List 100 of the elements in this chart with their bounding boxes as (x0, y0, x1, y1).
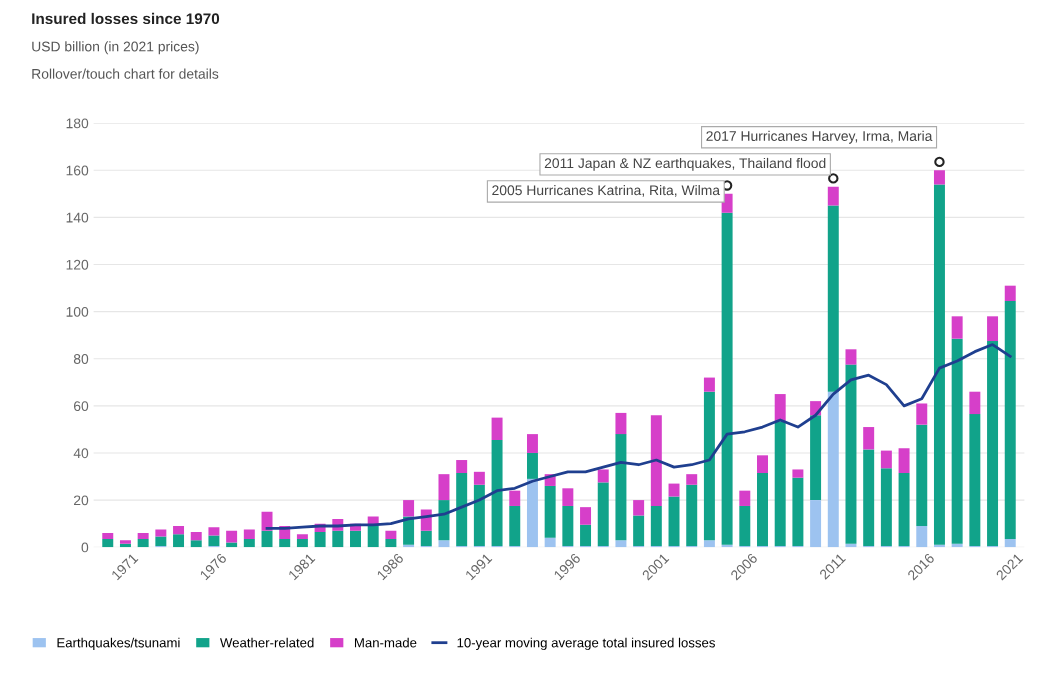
bar (633, 500, 645, 516)
bar (880, 468, 892, 547)
bar (916, 526, 928, 548)
bar (438, 500, 450, 541)
bar (173, 534, 185, 548)
bar (916, 424, 928, 526)
bar (350, 530, 361, 548)
bar (987, 341, 999, 547)
bar (739, 490, 751, 506)
bar (137, 533, 149, 539)
bar (243, 529, 255, 539)
y-tick-label: 180 (66, 118, 89, 129)
bar (137, 538, 149, 548)
bar (703, 377, 715, 392)
bar (367, 526, 379, 548)
bar (491, 417, 503, 440)
bar (933, 184, 945, 545)
bar (155, 536, 167, 547)
bar (385, 538, 397, 548)
bar (686, 474, 698, 485)
bar (102, 538, 114, 548)
bar (898, 472, 910, 547)
y-tick-label: 60 (74, 401, 89, 412)
bar (597, 469, 609, 483)
bar (544, 485, 556, 538)
bar (473, 471, 485, 485)
bar (933, 170, 945, 185)
bar (208, 535, 220, 547)
bar (739, 505, 751, 547)
bar (420, 530, 432, 547)
y-tick-label: 140 (66, 212, 89, 223)
bar (774, 421, 786, 547)
bar (562, 505, 574, 547)
y-tick-label: 120 (66, 259, 89, 270)
bar (1004, 538, 1016, 548)
bar (757, 455, 768, 473)
bar (296, 538, 308, 548)
text: Rollover/touch chart for details (32, 68, 219, 79)
y-tick-label: 160 (66, 165, 89, 176)
y-tick-label: 40 (73, 448, 89, 459)
line-series (265, 343, 1012, 530)
bar (757, 472, 768, 547)
bar (633, 515, 645, 547)
bar (562, 488, 574, 506)
bar (1004, 301, 1016, 539)
bar (403, 500, 415, 517)
bar (810, 415, 822, 501)
bar (473, 484, 485, 547)
bar (827, 205, 839, 392)
bar (969, 414, 981, 547)
bar (615, 540, 627, 548)
bar (863, 427, 875, 450)
legend-label: 10-year moving average total insured losses (457, 637, 715, 651)
bar (969, 391, 981, 415)
y-tick-label: 100 (66, 306, 89, 317)
bar (509, 490, 521, 506)
bar (526, 434, 538, 453)
bar (615, 434, 627, 541)
bar (243, 538, 255, 548)
bar (650, 505, 662, 547)
bar (332, 530, 344, 548)
y-tick-label: 0 (81, 542, 89, 553)
bar (668, 496, 680, 547)
bar (668, 483, 680, 497)
bar (721, 212, 733, 545)
chart-title: Insured losses since 1970 (32, 12, 220, 25)
bar (951, 338, 963, 544)
bar (226, 530, 238, 543)
bar (526, 452, 538, 479)
bar (987, 316, 999, 342)
bar (951, 316, 963, 339)
bar (544, 537, 556, 548)
bar (208, 527, 220, 536)
bar (509, 505, 521, 547)
bar (810, 500, 822, 548)
bar (827, 391, 839, 548)
legend-label: Weather-related (220, 637, 314, 648)
bar (438, 540, 450, 548)
legend-label: Earthquakes/tsunami (57, 637, 180, 651)
bar (863, 449, 875, 547)
bar (580, 507, 592, 525)
bar (261, 530, 273, 548)
annotation: 2011 Japan & NZ earthquakes, Thailand flood (544, 157, 826, 171)
bar (703, 540, 715, 548)
bar (119, 540, 131, 544)
bar (580, 524, 592, 547)
bar (296, 534, 308, 539)
annotation: 2017 Hurricanes Harvey, Irma, Maria (706, 130, 933, 144)
bar (597, 482, 609, 547)
legend-label: Man-made (354, 637, 417, 648)
bar (173, 526, 185, 535)
bar (456, 460, 468, 473)
chart-subtitle: USD billion (in 2021 prices) (32, 41, 199, 55)
bar (155, 529, 167, 537)
bar (438, 474, 450, 501)
bar (279, 538, 291, 548)
bar (845, 349, 857, 365)
bar (456, 472, 468, 547)
bar (774, 394, 786, 422)
bar (686, 484, 698, 547)
